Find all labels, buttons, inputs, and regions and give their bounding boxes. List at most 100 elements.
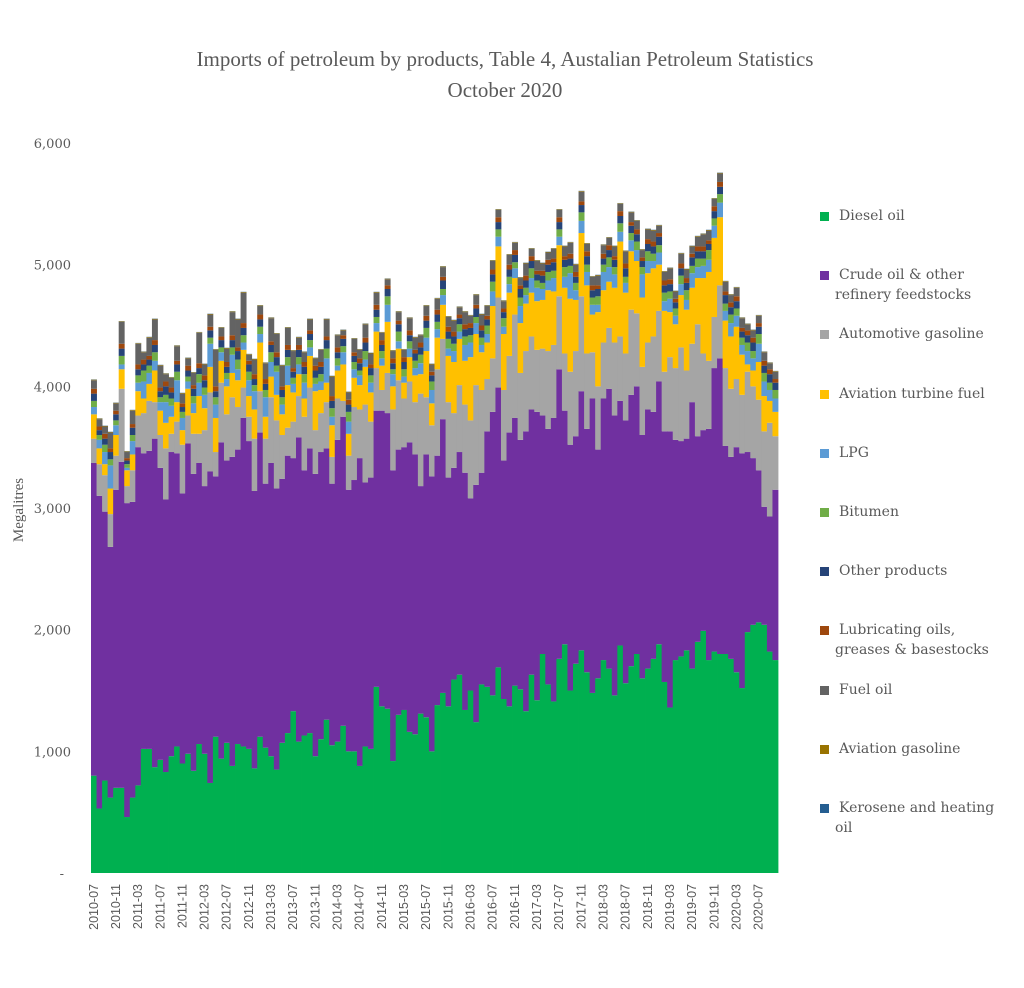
bar-segment-automotive-gasoline-117: [739, 394, 746, 454]
bar-segment-aviation-turbine-fuel-53: [384, 321, 391, 373]
bar-segment-aviation-turbine-fuel-63: [440, 304, 446, 339]
bar-segment-fuel-oil-91: [595, 275, 602, 286]
bar-segment-aviation-gasoline-108: [689, 245, 696, 247]
bar-segment-lubricating-oils-greases-basestocks-1: [96, 426, 103, 431]
x-tick-label: 2011-11: [175, 884, 189, 928]
bar-segment-aviation-gasoline-55: [395, 311, 402, 313]
bar-segment-bitumen-6: [124, 464, 131, 468]
bar-segment-aviation-turbine-fuel-102: [656, 264, 663, 311]
bar-segment-bitumen-62: [434, 321, 441, 330]
bar-segment-lubricating-oils-greases-basestocks-110: [700, 246, 707, 252]
bar-segment-fuel-oil-11: [151, 319, 158, 341]
bar-segment-aviation-gasoline-24: [223, 348, 230, 349]
bar-segment-lubricating-oils-greases-basestocks-109: [694, 246, 701, 252]
bar-segment-crude-oil-other-refinery-feedstocks-59: [417, 486, 424, 714]
bar-segment-fuel-oil-81: [539, 263, 546, 271]
bar-segment-lubricating-oils-greases-basestocks-102: [656, 233, 663, 237]
bar-segment-aviation-turbine-fuel-29: [251, 409, 258, 439]
bar-segment-lubricating-oils-greases-basestocks-91: [595, 285, 602, 289]
bar-segment-crude-oil-other-refinery-feedstocks-20: [201, 486, 208, 754]
bar-segment-other-products-79: [528, 261, 535, 269]
bar-segment-diesel-oil-69: [473, 722, 480, 873]
bar-segment-automotive-gasoline-65: [451, 413, 458, 468]
bar-segment-lubricating-oils-greases-basestocks-46: [345, 399, 352, 405]
y-tick-label: -: [60, 867, 64, 882]
bar-segment-bitumen-43: [329, 408, 336, 417]
bar-segment-other-products-113: [717, 186, 723, 195]
bar-segment-other-products-62: [434, 314, 441, 322]
legend-swatch: [820, 271, 829, 281]
y-axis: - 1,000 2,000 3,000 4,000 5,000 6,000: [34, 137, 71, 882]
bar-segment-aviation-gasoline-120: [755, 315, 762, 316]
bar-segment-bitumen-30: [257, 326, 264, 335]
bar-segment-lpg-7: [129, 441, 136, 455]
bar-segment-lubricating-oils-greases-basestocks-92: [600, 253, 607, 259]
bar-segment-lpg-69: [473, 323, 480, 335]
bar-segment-automotive-gasoline-57: [406, 381, 413, 443]
bar-segment-bitumen-80: [534, 280, 541, 288]
bar-segment-automotive-gasoline-44: [334, 398, 341, 440]
bar-segment-automotive-gasoline-95: [617, 336, 624, 401]
bar-segment-lubricating-oils-greases-basestocks-61: [428, 371, 435, 376]
bar-segment-diesel-oil-52: [379, 706, 386, 873]
bar-segment-automotive-gasoline-97: [628, 309, 635, 395]
bar-segment-lubricating-oils-greases-basestocks-17: [185, 365, 192, 371]
bar-segment-fuel-oil-25: [229, 312, 236, 336]
x-axis: 2010-07 2010-11 2011-03 2011-07 2011-11 2012-…: [87, 884, 766, 930]
bar-segment-aviation-gasoline-65: [451, 320, 458, 321]
bar-segment-fuel-oil-53: [384, 279, 391, 286]
bar-segment-bitumen-93: [606, 257, 613, 268]
bar-segment-fuel-oil-24: [223, 348, 230, 362]
bar-segment-automotive-gasoline-23: [218, 382, 225, 443]
bar-segment-lpg-97: [628, 240, 635, 252]
bar-segment-aviation-gasoline-15: [174, 345, 181, 347]
bar-segment-crude-oil-other-refinery-feedstocks-109: [694, 436, 701, 642]
bar-segment-aviation-turbine-fuel-97: [628, 251, 635, 310]
bar-segment-crude-oil-other-refinery-feedstocks-2: [102, 511, 109, 781]
bar-segment-lpg-121: [761, 381, 768, 397]
bar-segment-lpg-117: [739, 344, 746, 355]
bar-segment-lubricating-oils-greases-basestocks-119: [750, 337, 757, 343]
bar-segment-bitumen-77: [517, 297, 524, 307]
bar-segment-crude-oil-other-refinery-feedstocks-107: [683, 438, 690, 651]
bar-segment-aviation-turbine-fuel-31: [262, 416, 269, 439]
bar-segment-crude-oil-other-refinery-feedstocks-29: [251, 490, 258, 769]
bar-segment-fuel-oil-120: [755, 315, 762, 324]
bar-segment-diesel-oil-113: [717, 654, 723, 873]
bar-segment-other-products-31: [262, 383, 269, 390]
bar-segment-aviation-gasoline-35: [284, 327, 291, 328]
bar-segment-automotive-gasoline-98: [633, 313, 640, 387]
bar-segment-automotive-gasoline-83: [550, 344, 557, 418]
bar-segment-bitumen-41: [318, 374, 325, 382]
bar-segment-lubricating-oils-greases-basestocks-83: [550, 258, 557, 263]
bar-segment-diesel-oil-77: [517, 689, 524, 873]
bar-segment-aviation-gasoline-12: [157, 365, 164, 366]
bar-segment-fuel-oil-86: [567, 242, 574, 254]
bar-segment-aviation-gasoline-118: [744, 323, 751, 325]
bar-segment-diesel-oil-95: [617, 645, 624, 873]
bar-segment-aviation-gasoline-8: [135, 343, 142, 344]
bar-segment-other-products-2: [102, 438, 109, 445]
bar-segment-automotive-gasoline-107: [683, 370, 690, 439]
bar-segment-crude-oil-other-refinery-feedstocks-8: [135, 447, 142, 786]
bar-segment-diesel-oil-0: [91, 775, 97, 873]
bar-segment-other-products-67: [462, 329, 469, 337]
bar-segment-lubricating-oils-greases-basestocks-106: [678, 263, 685, 269]
bar-segment-bitumen-56: [401, 369, 408, 377]
bar-segment-aviation-gasoline-104: [667, 267, 674, 269]
bar-segment-aviation-gasoline-97: [628, 211, 635, 213]
bar-segment-aviation-gasoline-76: [512, 242, 518, 243]
bar-segment-aviation-turbine-fuel-43: [329, 425, 336, 457]
bar-segment-aviation-turbine-fuel-74: [500, 334, 507, 390]
bar-segment-aviation-gasoline-79: [528, 248, 535, 249]
bar-segment-crude-oil-other-refinery-feedstocks-73: [495, 387, 502, 668]
bar-segment-aviation-turbine-fuel-65: [451, 362, 458, 414]
bar-segment-lubricating-oils-greases-basestocks-69: [473, 304, 480, 309]
bar-segment-diesel-oil-73: [495, 667, 502, 873]
bar-segment-other-products-78: [523, 280, 530, 288]
bar-segment-automotive-gasoline-22: [212, 452, 219, 477]
bar-segment-fuel-oil-108: [689, 246, 696, 254]
bar-segment-crude-oil-other-refinery-feedstocks-85: [561, 410, 568, 645]
bar-segment-lubricating-oils-greases-basestocks-70: [478, 325, 485, 331]
y-tick-label: 3,000: [34, 502, 71, 517]
